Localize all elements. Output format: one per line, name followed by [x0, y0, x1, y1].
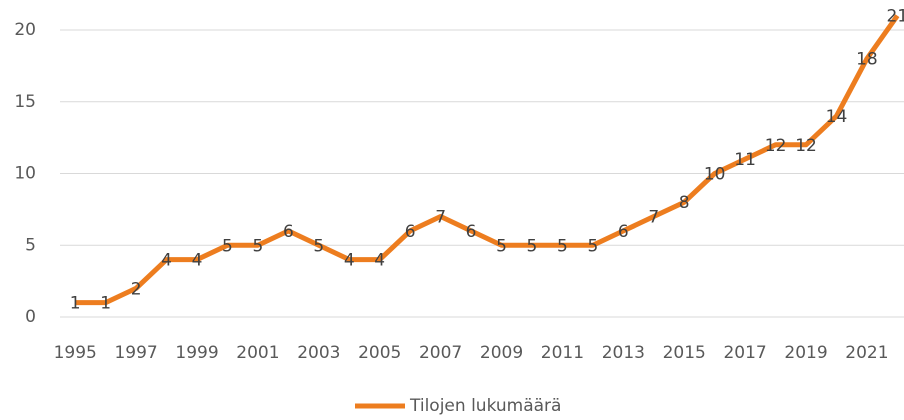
data-label: 18: [856, 50, 878, 70]
data-label: 1: [70, 294, 81, 314]
data-label: 8: [679, 193, 690, 213]
data-label: 12: [795, 136, 817, 156]
data-label: 4: [161, 251, 172, 271]
data-label: 7: [435, 208, 446, 228]
data-label: 10: [704, 165, 726, 185]
data-label: 5: [222, 236, 233, 256]
x-tick-label: 1999: [175, 343, 218, 363]
y-tick-label: 20: [14, 20, 36, 40]
data-label: 5: [253, 236, 264, 256]
x-tick-label: 2011: [541, 343, 584, 363]
x-tick-label: 1997: [114, 343, 157, 363]
x-tick-label: 2013: [602, 343, 645, 363]
data-label: 1: [100, 294, 111, 314]
data-label: 11: [734, 150, 756, 170]
data-label: 6: [466, 222, 477, 242]
data-label: 6: [618, 222, 629, 242]
x-tick-label: 2015: [663, 343, 706, 363]
data-label: 12: [765, 136, 787, 156]
data-label: 5: [587, 236, 598, 256]
x-tick-label: 2001: [236, 343, 279, 363]
data-label: 5: [496, 236, 507, 256]
data-label: 6: [405, 222, 416, 242]
data-label: 6: [283, 222, 294, 242]
data-label: 4: [344, 251, 355, 271]
data-label: 5: [527, 236, 538, 256]
data-label: 4: [192, 251, 203, 271]
data-label: 4: [374, 251, 385, 271]
x-tick-label: 2021: [845, 343, 888, 363]
data-label: 14: [826, 107, 848, 127]
x-tick-label: 2017: [723, 343, 766, 363]
data-label: 21: [887, 7, 904, 27]
data-label: 2: [131, 279, 142, 299]
x-tick-label: 2003: [297, 343, 340, 363]
data-label: 5: [557, 236, 568, 256]
data-label: 5: [313, 236, 324, 256]
line-series: [75, 14, 900, 306]
x-tick-label: 2005: [358, 343, 401, 363]
y-tick-label: 10: [14, 164, 36, 184]
legend-label: Tilojen lukumäärä: [409, 396, 561, 416]
y-tick-label: 15: [14, 92, 36, 112]
y-tick-label: 5: [25, 235, 36, 255]
y-tick-label: 0: [25, 307, 36, 327]
x-tick-label: 2007: [419, 343, 462, 363]
data-label: 7: [648, 208, 659, 228]
x-tick-label: 1995: [54, 343, 97, 363]
x-tick-label: 2019: [784, 343, 827, 363]
x-tick-label: 2009: [480, 343, 523, 363]
